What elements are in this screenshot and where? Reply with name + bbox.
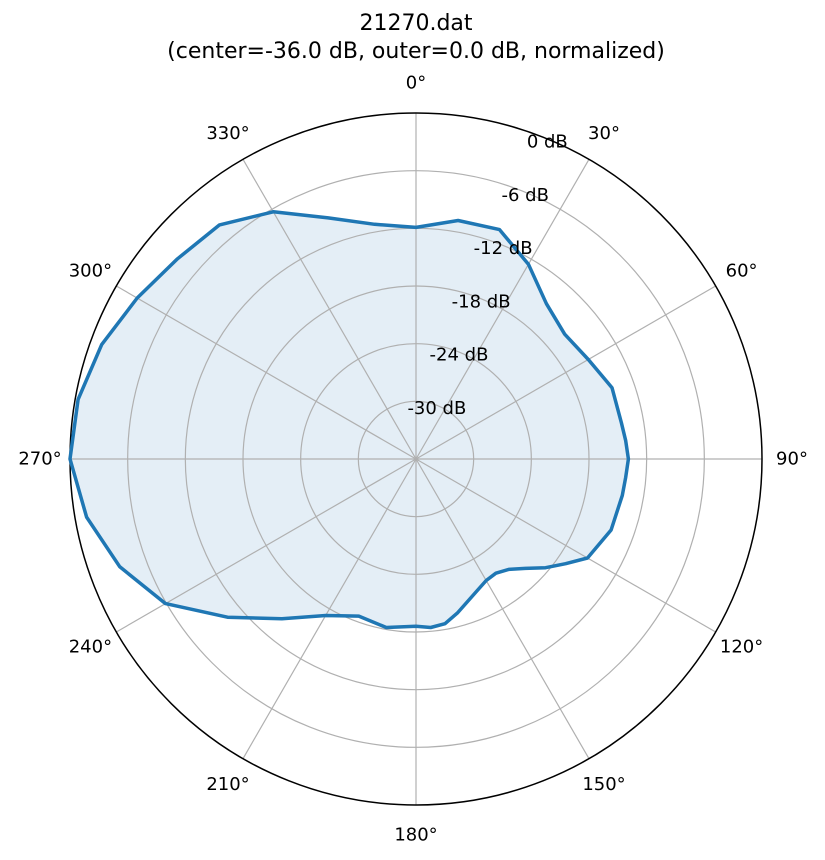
chart-title-line-1: 21270.dat	[359, 11, 473, 36]
angle-tick-label: 300°	[69, 261, 112, 282]
pattern-fill-0	[70, 211, 629, 628]
angular-gridline	[116, 285, 417, 460]
angular-gridline	[415, 458, 590, 759]
angle-tick-label: 270°	[18, 449, 61, 470]
angle-tick-label: 90°	[776, 449, 808, 470]
pattern-line-0	[68, 210, 631, 630]
tick-labels: 0° 30° 60° 90° 120° 150° 180° 210° 240° 270° 300° 3…	[18, 73, 808, 846]
angle-tick-label: 0°	[406, 73, 426, 94]
angle-tick-label: 210°	[206, 774, 249, 795]
angle-tick-label: 150°	[582, 774, 625, 795]
pattern-line-layer	[68, 210, 631, 630]
angular-gridline	[415, 285, 716, 460]
angle-tick-label: 120°	[720, 637, 763, 658]
angle-tick-label: 330°	[206, 123, 249, 144]
chart-title: 21270.dat (center=-36.0 dB, outer=0.0 dB…	[0, 10, 825, 66]
radial-tick-label: 0 dB	[527, 132, 568, 153]
angular-gridline	[415, 458, 716, 633]
angular-gridline	[242, 458, 417, 759]
angle-tick-label: 240°	[69, 637, 112, 658]
angle-tick-label: 60°	[726, 261, 758, 282]
angle-tick-label: 180°	[394, 825, 437, 846]
radial-tick-label: -24 dB	[430, 345, 489, 366]
pattern-fill-layer	[70, 211, 629, 628]
angular-gridline	[242, 159, 417, 460]
radial-tick-label: -6 dB	[501, 185, 548, 206]
radial-tick-label: -30 dB	[407, 398, 466, 419]
radial-tick-label: -18 dB	[452, 291, 511, 312]
chart-title-line-2: (center=-36.0 dB, outer=0.0 dB, normaliz…	[167, 39, 665, 64]
polar-grid	[69, 112, 763, 806]
angular-gridline	[415, 159, 590, 460]
angle-tick-label: 30°	[588, 123, 620, 144]
radial-tick-label: -12 dB	[474, 238, 533, 259]
